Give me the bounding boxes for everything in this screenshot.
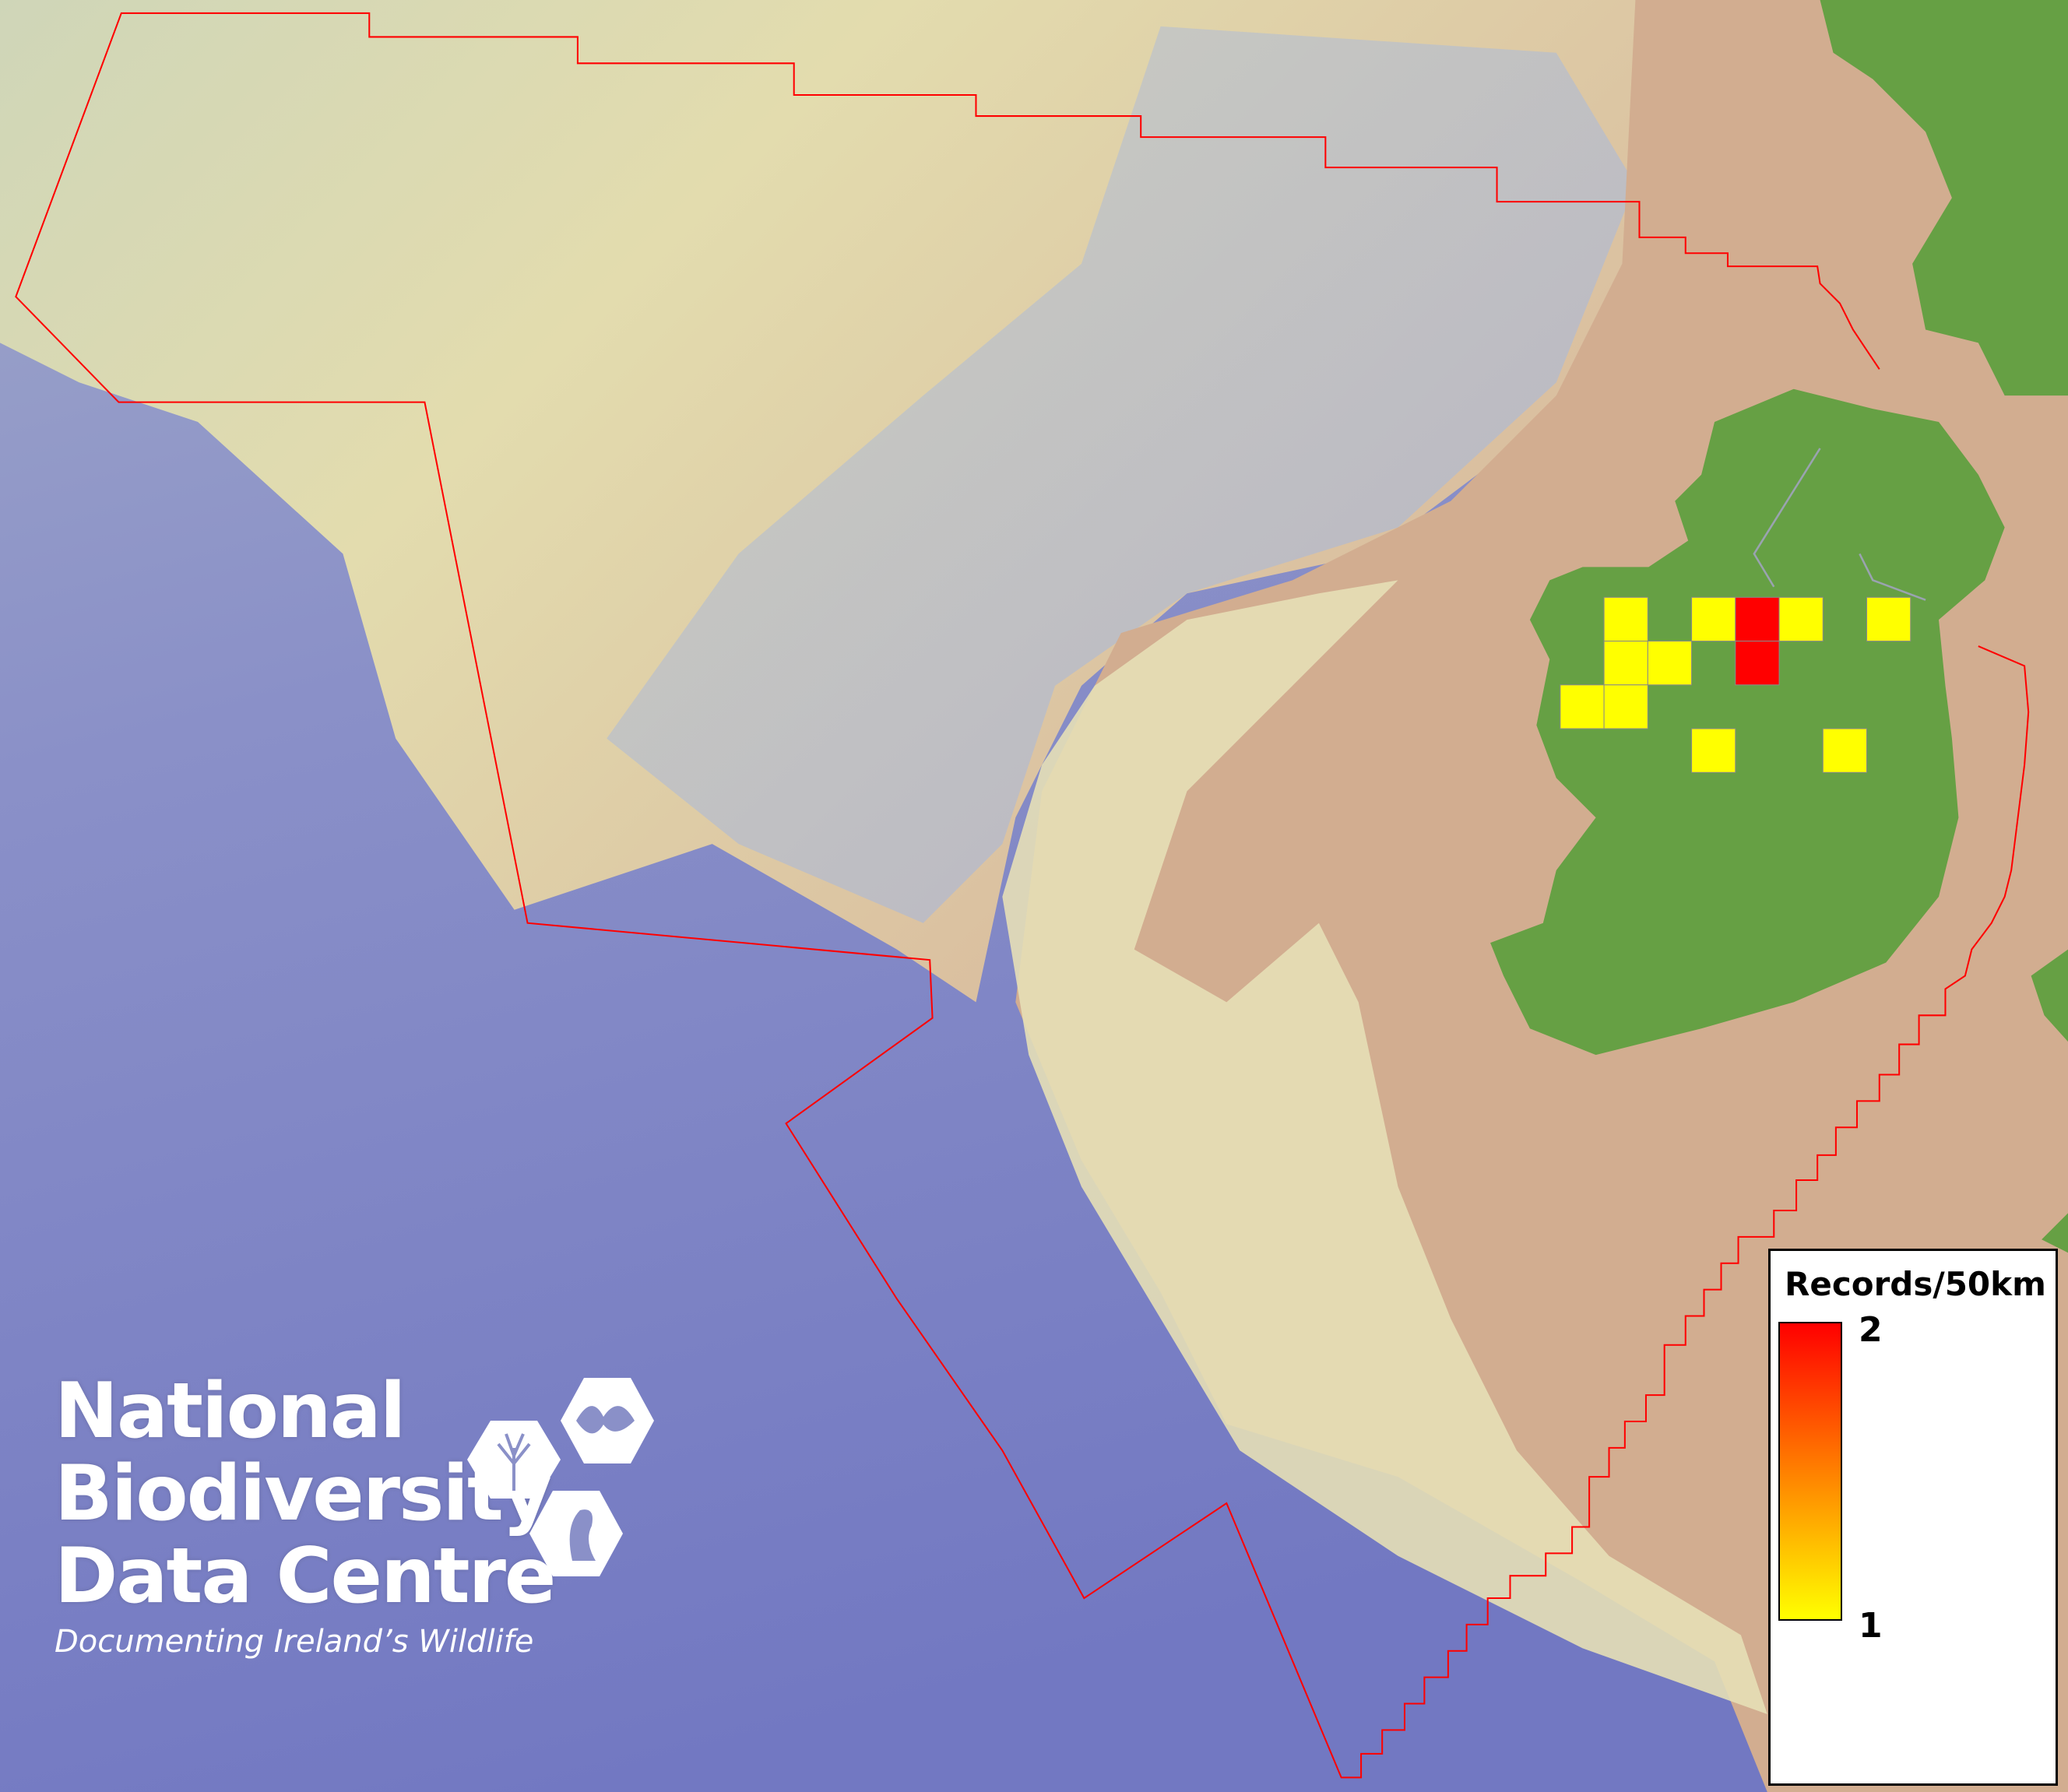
grid-cell [1560,684,1605,729]
logo-line-2: Biodiversity [55,1449,552,1538]
logo-hexagons [467,1378,654,1576]
wales-land [2031,949,2068,1253]
grid-cell [1691,728,1736,773]
legend-color-ramp [1778,1322,1842,1621]
grid-cell [1603,684,1648,729]
grid-cell [1735,596,1780,642]
logo-tagline: Documenting Ireland’s Wildlife [55,1624,534,1660]
records-grid [1560,596,1911,773]
legend-title: Records/50km [1785,1265,2046,1303]
grid-cell [1691,596,1736,642]
nbdc-logo: National Biodiversity Data Centre Docume… [55,1367,654,1660]
rockall-trough [607,26,1636,923]
grid-cell [1822,728,1868,773]
legend: Records/50km 2 1 [1768,1249,2058,1786]
ni-border [1753,448,1926,601]
grid-cell [1647,641,1693,686]
grid-cell [1603,641,1648,686]
grid-cell [1778,596,1824,642]
legend-max-label: 2 [1859,1310,1883,1350]
grid-cell [1866,596,1911,642]
grid-cell [1603,596,1648,642]
legend-min-label: 1 [1859,1606,1883,1646]
scotland-land [1820,0,2068,396]
grid-cell [1735,641,1780,686]
boundary-line [15,12,2030,1779]
porcupine-bank [1002,580,1767,1715]
logo-line-1: National [55,1367,406,1456]
ireland-land [1490,388,2005,1056]
logo-line-3: Data Centre [55,1532,556,1621]
